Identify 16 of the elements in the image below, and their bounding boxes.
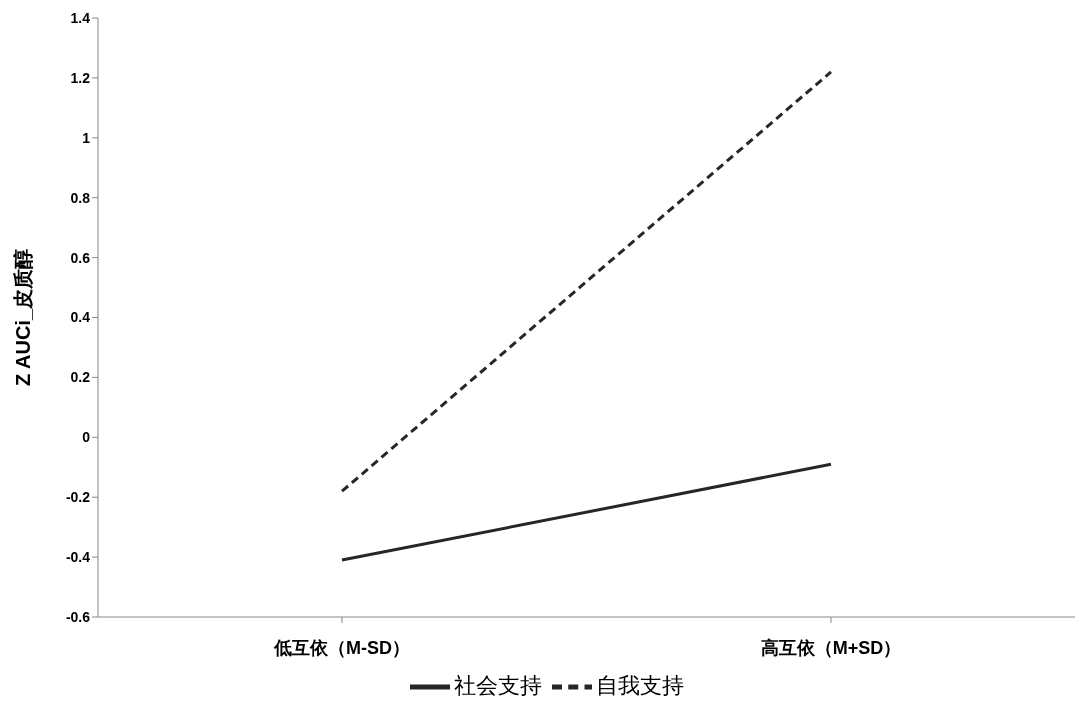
y-tick-label: -0.6 [65,608,91,625]
y-axis-title: Z AUCi_皮质醇 [12,248,35,387]
legend-label: 自我支持 [595,672,684,698]
x-tick-label: 高互依（M+SD） [760,637,902,658]
y-tick-label: 1 [82,129,91,146]
y-tick-label: -0.2 [65,489,91,506]
y-tick-label: 1.4 [70,9,91,26]
y-tick-label: -0.4 [65,549,91,566]
y-tick-label: 0.4 [70,309,91,326]
x-tick-label: 低互依（M-SD） [273,637,410,658]
y-tick-label: 0 [82,429,91,446]
y-tick-label: 0.8 [70,189,91,206]
y-tick-label: 1.2 [70,69,91,86]
legend-label: 社会支持 [453,672,542,698]
y-tick-label: 0.2 [70,369,91,386]
y-tick-label: 0.6 [70,249,91,266]
